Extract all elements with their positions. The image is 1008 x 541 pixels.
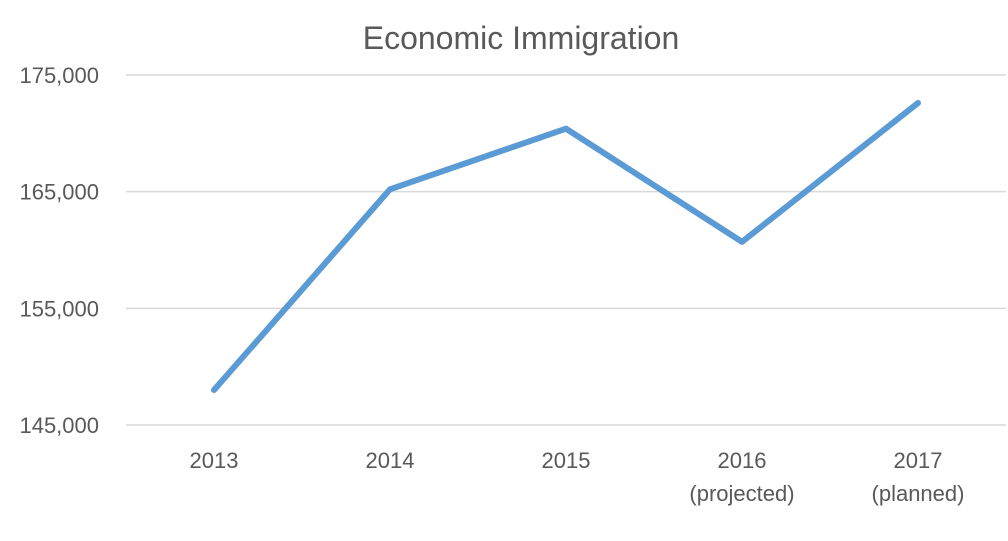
x-tick-label: 2017 [894, 448, 943, 473]
y-axis-ticks: 145,000 155,000 165,000 175,000 [19, 63, 99, 438]
chart-title: Economic Immigration [363, 20, 680, 56]
x-tick-label: 2014 [366, 448, 415, 473]
x-tick-label: 2013 [190, 448, 239, 473]
x-tick-label: 2016 [718, 448, 767, 473]
y-tick-label: 175,000 [19, 63, 99, 88]
x-tick-label: (projected) [689, 481, 794, 506]
gridlines [126, 74, 1006, 426]
x-tick-label: 2015 [542, 448, 591, 473]
x-tick-label: (planned) [872, 481, 965, 506]
series-layer [211, 100, 921, 393]
y-tick-label: 155,000 [19, 296, 99, 321]
y-tick-label: 165,000 [19, 180, 99, 205]
y-tick-label: 145,000 [19, 413, 99, 438]
series-line [211, 100, 921, 393]
x-axis-ticks: 2013 2014 2015 2016 (projected) 2017 (planned) [190, 448, 965, 506]
